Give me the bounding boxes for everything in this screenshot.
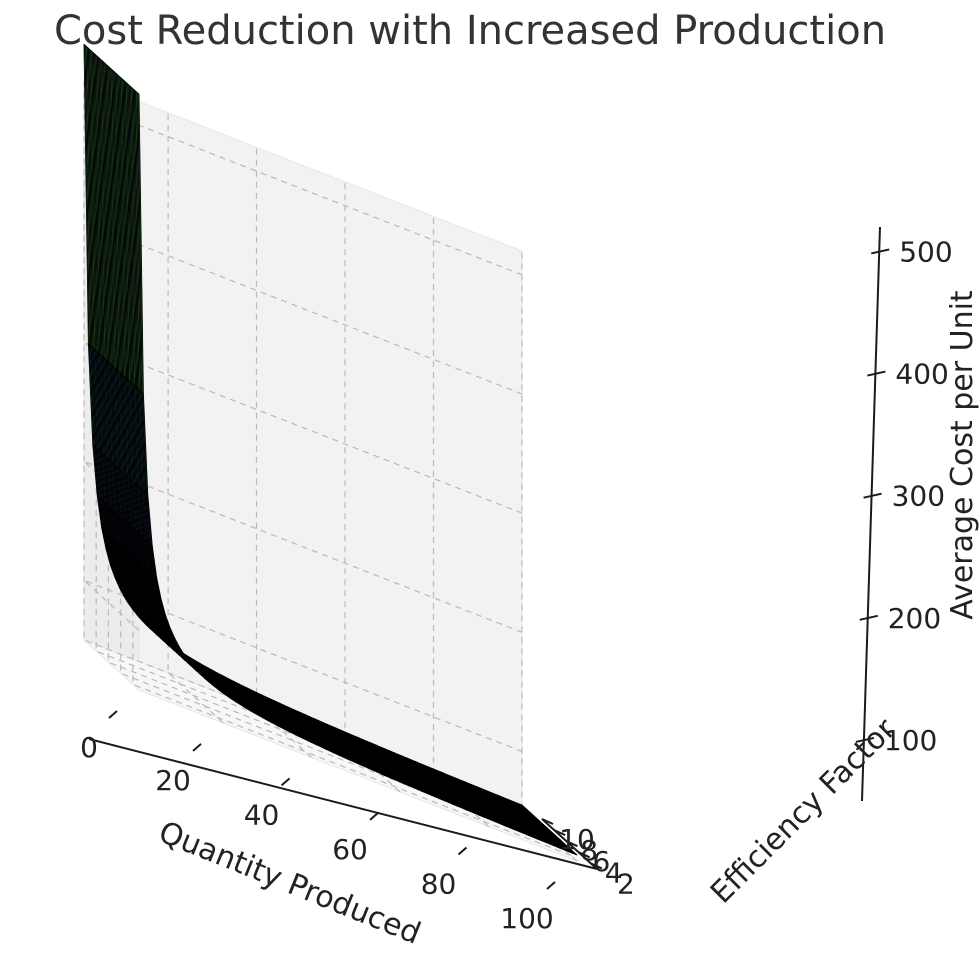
x-tick-label: 0 [80, 731, 98, 764]
x-tick-label: 60 [332, 833, 368, 866]
x-tick-label: 40 [244, 798, 280, 831]
y-axis-label: Efficiency Factor [704, 712, 903, 911]
y-tick-label: 10 [559, 823, 595, 856]
x-tick-mark [192, 743, 202, 752]
z-tick-label: 500 [899, 235, 952, 268]
z-tick-label: 400 [895, 358, 948, 391]
x-tick-mark [546, 881, 556, 890]
z-axis-label: Average Cost per Unit [945, 290, 980, 620]
x-tick-label: 20 [155, 764, 191, 797]
x-tick-mark [280, 777, 291, 787]
grid-line-x [255, 147, 312, 758]
z-tick-label: 300 [892, 480, 945, 513]
x-axis-label: Quantity Produced [154, 815, 426, 952]
surface-plot [83, 43, 578, 856]
grid-line-y [132, 124, 572, 856]
x-tick-label: 100 [500, 902, 553, 935]
x-tick-label: 80 [421, 867, 457, 900]
chart-title: Cost Reduction with Increased Production [54, 8, 886, 54]
grid-line-z [83, 579, 523, 752]
x-tick-mark [369, 812, 379, 821]
x-tick-mark [108, 710, 118, 719]
x-tick-mark [457, 846, 468, 856]
z-tick-label: 200 [888, 602, 941, 635]
grid-line-x [521, 251, 578, 862]
